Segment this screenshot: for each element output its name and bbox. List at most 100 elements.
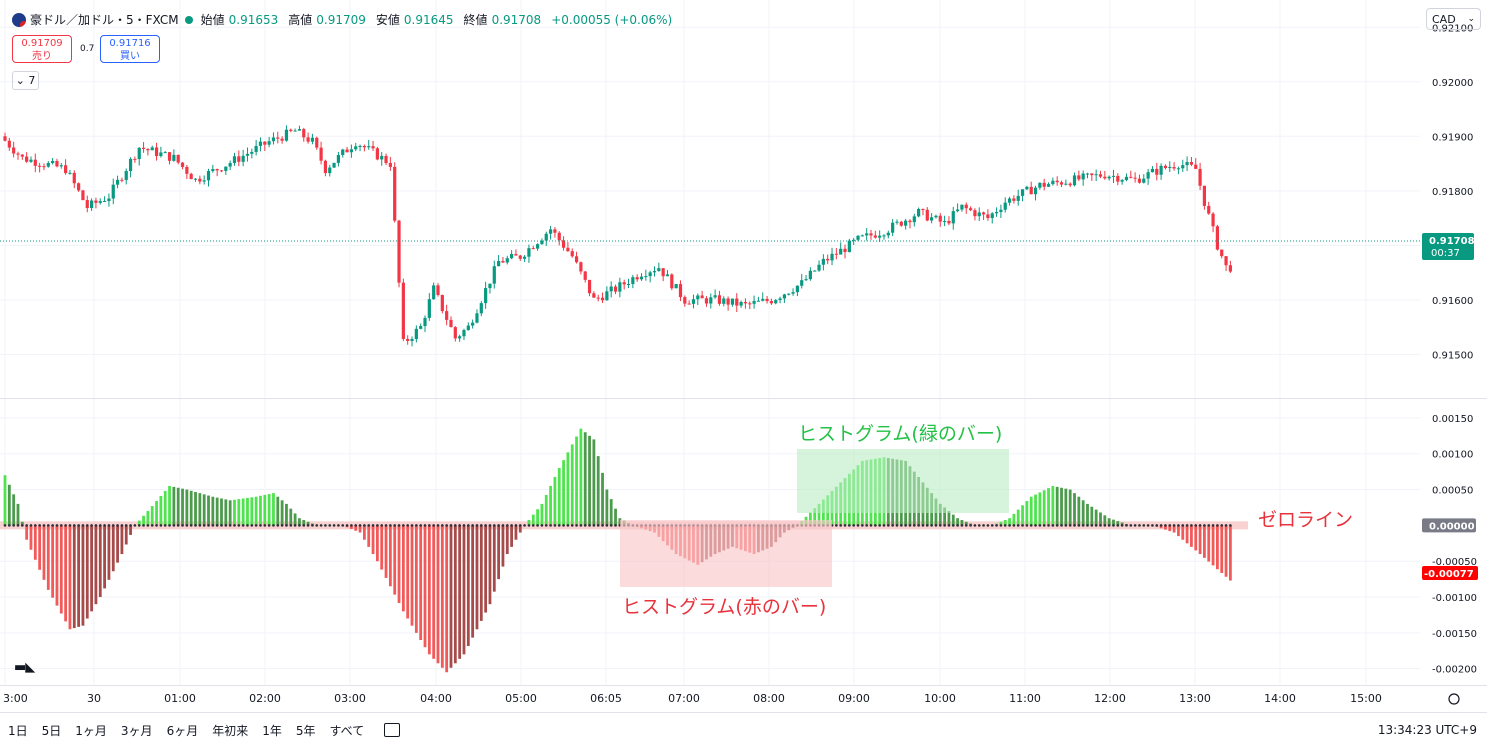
candle-body-167: [726, 298, 730, 305]
hist-bar-90: [393, 525, 397, 595]
zero-dot-221: [960, 524, 964, 527]
zero-dot-33: [146, 524, 150, 527]
timeframe-7[interactable]: 5年: [295, 723, 316, 738]
zero-dot-120: [523, 524, 526, 527]
candle-body-119: [518, 255, 522, 259]
hist-bar-106: [462, 525, 466, 655]
hist-bar-258: [1120, 522, 1124, 526]
zero-dot-253: [1099, 524, 1102, 527]
clock[interactable]: 13:34:23 UTC+9: [1377, 723, 1477, 737]
chevron-down-icon: ⌄: [1467, 14, 1475, 24]
hist-bar-108: [471, 525, 475, 638]
candle-body-272: [1181, 165, 1185, 169]
zero-dot-112: [488, 524, 492, 527]
symbol-name[interactable]: 豪ドル／加ドル・5・FXCM: [30, 13, 179, 27]
zero-dot-46: [202, 524, 206, 527]
candle-body-237: [1029, 186, 1033, 195]
candle-body-84: [367, 146, 371, 148]
zero-dot-244: [1060, 524, 1063, 527]
hist-bar-14: [64, 525, 68, 622]
buy-button[interactable]: 0.91716 買い: [100, 35, 160, 63]
candle-body-271: [1176, 168, 1181, 170]
zero-dot-125: [544, 524, 548, 527]
candle-body-223: [968, 208, 973, 211]
hist-bar-134: [583, 432, 587, 526]
candle-body-142: [618, 282, 622, 292]
currency-value: CAD: [1432, 13, 1456, 26]
candle-body-24: [107, 198, 111, 202]
zero-dot-202: [878, 524, 881, 527]
candle-body-73: [319, 147, 323, 161]
red-annotation-label: ヒストグラム(赤のバー): [622, 596, 826, 618]
price-tick-1: 0.92000: [1432, 78, 1473, 89]
zero-dot-104: [454, 524, 457, 527]
hist-bar-68: [298, 518, 301, 526]
hist-bar-140: [609, 499, 613, 526]
candle-body-77: [336, 154, 341, 163]
hist-bar-278: [1207, 525, 1211, 562]
hist-bar-8: [38, 525, 42, 570]
chart-canvas[interactable]: ヒストグラム(緑のバー) ヒストグラム(赤のバー) ゼロライン 0.92100 0.92…: [0, 0, 1487, 712]
hist-bar-23: [103, 525, 106, 589]
candle-body-81: [354, 146, 358, 150]
timeframe-6[interactable]: 1年: [262, 723, 282, 738]
zero-dot-63: [276, 524, 280, 527]
hist-bar-187: [813, 508, 817, 526]
candle-body-252: [1094, 174, 1098, 176]
zero-dot-242: [1051, 524, 1055, 527]
timeframe-5[interactable]: 年初来: [212, 723, 249, 738]
timeframe-3[interactable]: 3ヶ月: [120, 723, 153, 738]
zero-dot-269: [1168, 524, 1172, 527]
zero-dot-74: [324, 524, 327, 527]
hist-bar-64: [280, 500, 284, 526]
zero-dot-97: [423, 524, 427, 527]
calendar-icon[interactable]: [384, 723, 401, 737]
candle-body-168: [730, 298, 735, 305]
hist-bar-59: [259, 495, 262, 526]
hist-bar-26: [116, 525, 119, 563]
currency-select[interactable]: CAD ⌄: [1426, 8, 1481, 30]
candle-body-29: [128, 158, 133, 172]
timeframe-0[interactable]: 1日: [8, 723, 28, 738]
hist-tick-2: 0.00050: [1432, 486, 1473, 497]
hist-bar-131: [570, 444, 574, 526]
candle-body-171: [743, 301, 748, 304]
time-tick-14: 13:00: [1179, 692, 1211, 705]
zero-dot-94: [410, 524, 414, 527]
hist-bar-221: [960, 520, 964, 526]
hist-bar-98: [427, 525, 431, 655]
zero-dot-234: [1016, 524, 1020, 527]
zero-dot-98: [428, 524, 431, 527]
timeframe-1[interactable]: 5日: [41, 723, 62, 738]
hist-bar-243: [1055, 486, 1059, 526]
timeframe-4[interactable]: 6ヶ月: [166, 723, 199, 738]
candle-body-274: [1189, 162, 1194, 165]
indicators-toggle[interactable]: ⌄ 7: [12, 71, 39, 90]
zero-dot-283: [1229, 524, 1232, 527]
timeframe-2[interactable]: 1ヶ月: [75, 723, 107, 738]
candle-body-262: [1137, 178, 1142, 183]
zero-dot-231: [1003, 524, 1007, 527]
candle-body-183: [795, 285, 799, 293]
candle-body-173: [752, 301, 756, 304]
hist-bar-186: [808, 512, 812, 526]
candle-body-188: [817, 264, 821, 271]
candle-body-16: [72, 172, 76, 184]
hist-bar-107: [466, 525, 470, 646]
hist-bar-103: [449, 525, 453, 668]
candle-body-260: [1129, 176, 1133, 178]
sell-button[interactable]: 0.91709 売り: [12, 35, 72, 63]
candle-body-254: [1103, 176, 1107, 179]
candle-body-230: [999, 209, 1003, 212]
candle-body-257: [1116, 175, 1120, 182]
candle-body-152: [661, 268, 665, 277]
zero-dot-14: [64, 524, 67, 527]
zero-dot-3: [16, 524, 20, 527]
zero-dot-126: [549, 524, 552, 527]
hist-bar-253: [1099, 512, 1102, 526]
timeframe-8[interactable]: すべて: [329, 723, 365, 738]
candle-body-269: [1168, 167, 1172, 169]
candle-body-110: [479, 303, 483, 314]
hist-bar-67: [293, 513, 297, 526]
zero-dot-267: [1159, 524, 1163, 527]
